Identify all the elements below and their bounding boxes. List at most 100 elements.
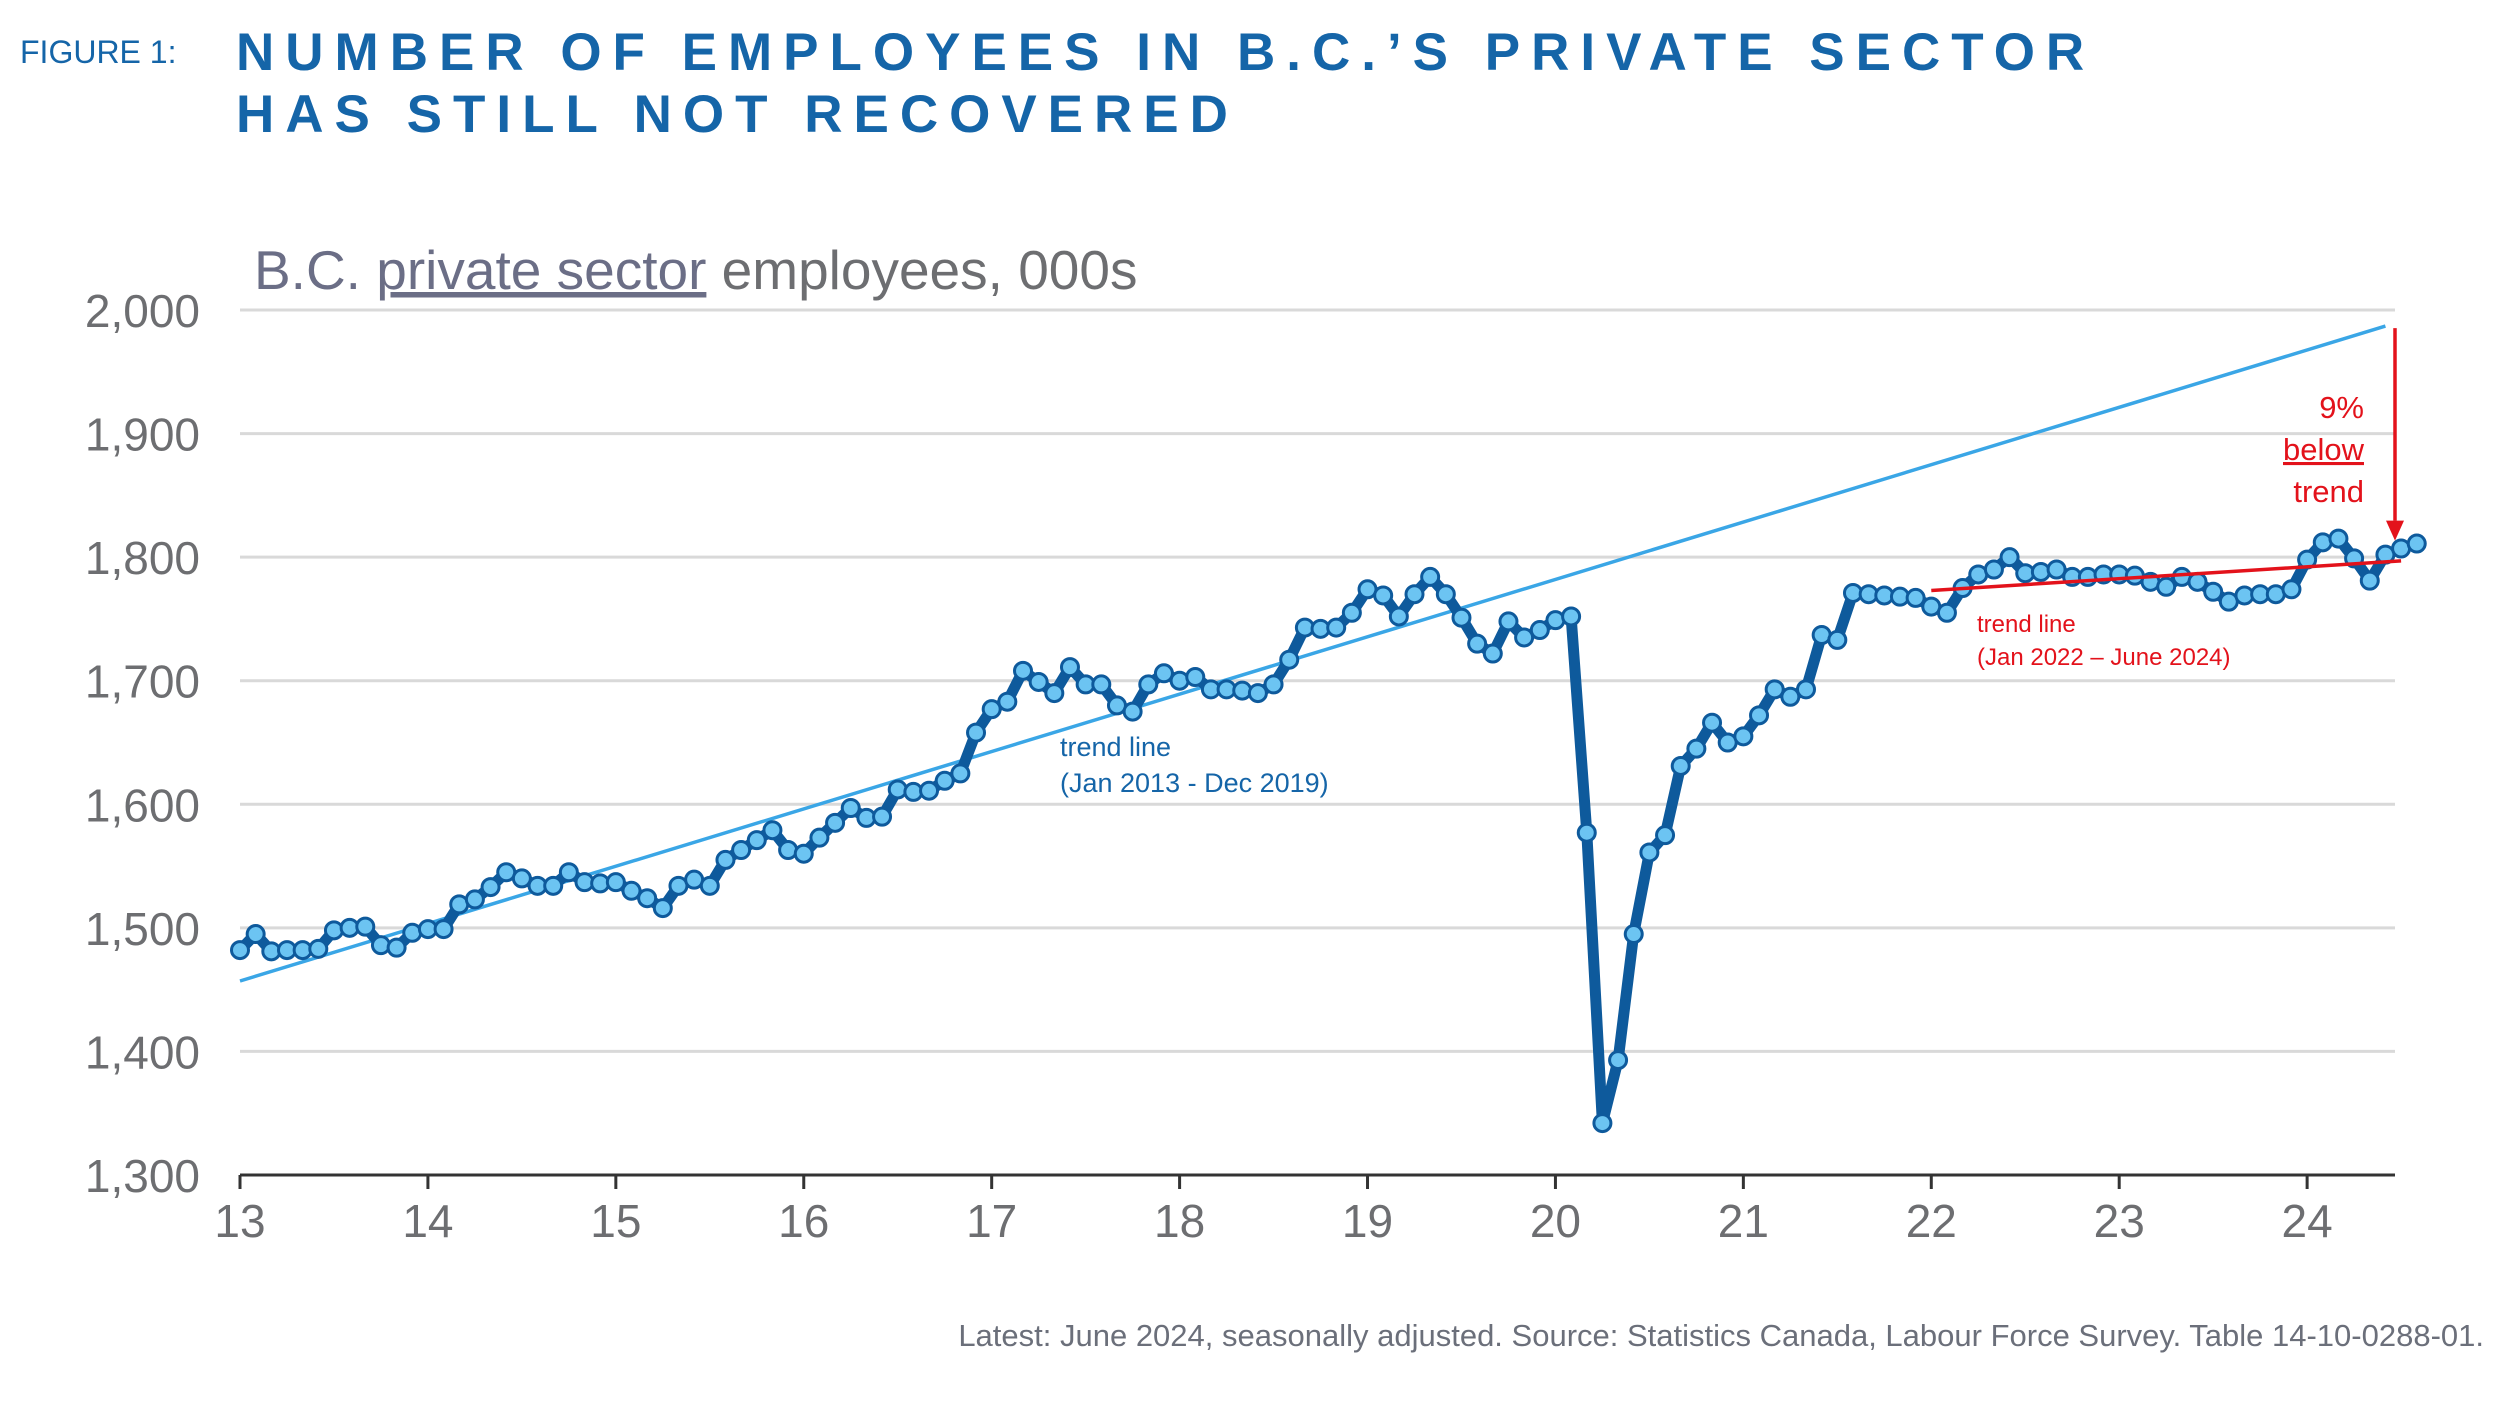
y-tick-label: 1,900	[85, 409, 200, 461]
data-point	[2187, 571, 2208, 592]
employee-series	[230, 528, 2427, 1134]
data-point	[652, 898, 673, 919]
data-point	[1059, 657, 1080, 678]
x-tick-label: 16	[778, 1195, 829, 1247]
data-point	[872, 806, 893, 827]
x-tick-label: 18	[1154, 1195, 1205, 1247]
data-point	[1232, 680, 1253, 701]
data-point	[230, 940, 250, 961]
data-point	[1796, 679, 1816, 700]
data-point	[480, 877, 501, 898]
data-point	[433, 919, 454, 940]
trend-line-recent	[1931, 559, 2402, 593]
x-tick-label: 24	[2282, 1195, 2333, 1247]
data-point	[699, 875, 720, 896]
data-point	[919, 780, 940, 801]
data-point	[1420, 566, 1441, 587]
data-point	[1608, 1050, 1629, 1071]
data-point	[966, 722, 987, 743]
data-point	[1576, 822, 1597, 843]
x-tick-label: 15	[590, 1195, 641, 1247]
data-point	[1263, 674, 1284, 695]
data-point	[1514, 627, 1535, 648]
data-point	[511, 868, 532, 889]
y-tick-label: 1,300	[85, 1150, 200, 1202]
data-point	[950, 763, 971, 784]
data-point	[1091, 674, 1112, 695]
data-point	[2359, 570, 2380, 591]
x-tick-label: 23	[2094, 1195, 2145, 1247]
y-tick-label: 1,700	[85, 656, 200, 708]
y-tick-label: 1,800	[85, 532, 200, 584]
data-point	[1279, 649, 1300, 670]
data-point	[1983, 559, 2004, 580]
data-point	[1936, 602, 1957, 623]
data-point	[2406, 533, 2427, 554]
data-point	[1702, 712, 1723, 733]
data-point	[1388, 606, 1409, 627]
data-point	[637, 888, 658, 909]
data-point	[1827, 629, 1848, 650]
trend-label-recent-range: (Jan 2022 – June 2024)	[1977, 644, 2231, 671]
y-tick-label: 1,600	[85, 779, 200, 831]
y-tick-label: 1,400	[85, 1026, 200, 1078]
data-point	[840, 797, 861, 818]
gap-arrow-head	[2386, 520, 2404, 541]
data-point	[1670, 755, 1691, 776]
data-point	[981, 699, 1002, 720]
data-point	[621, 880, 642, 901]
data-point	[825, 812, 846, 833]
data-point	[1326, 617, 1347, 638]
chart-subtitle: B.C. private sector employees, 000s	[254, 239, 1137, 301]
data-point	[1373, 585, 1394, 606]
data-point	[934, 770, 955, 791]
data-point	[1153, 663, 1174, 684]
trend-line-long	[239, 324, 2386, 983]
data-point	[809, 827, 830, 848]
trend-label-recent: trend line	[1977, 611, 2076, 638]
data-point	[2328, 528, 2349, 549]
data-point	[793, 843, 814, 864]
data-point	[1592, 1113, 1613, 1134]
data-point	[1467, 633, 1488, 654]
figure-label: FIGURE 1:	[20, 34, 177, 70]
annotations: 9% below trend	[2283, 328, 2404, 541]
x-tick-label: 22	[1906, 1195, 1957, 1247]
footer-source: Latest: June 2024, seasonally adjusted. …	[958, 1318, 2484, 1353]
data-point	[1905, 587, 1926, 608]
x-tick-label: 17	[966, 1195, 1017, 1247]
data-point	[605, 872, 626, 893]
data-point	[558, 862, 579, 883]
data-point	[1185, 667, 1206, 688]
gap-label-percent: 9%	[2319, 390, 2364, 425]
data-point	[1733, 726, 1754, 747]
gap-label-below: below	[2283, 432, 2365, 467]
data-point	[1044, 683, 1065, 704]
subtitle-prefix: B.C.	[254, 239, 361, 301]
data-point	[887, 779, 908, 800]
data-point	[762, 820, 783, 841]
data-point	[1623, 924, 1644, 945]
data-point	[731, 840, 752, 861]
data-point	[1639, 842, 1660, 863]
data-point	[543, 875, 564, 896]
data-point	[1498, 611, 1519, 632]
data-point	[2156, 576, 2177, 597]
x-tick-label: 14	[402, 1195, 453, 1247]
data-point	[2203, 581, 2224, 602]
data-point	[1749, 705, 1770, 726]
x-tick-label: 19	[1342, 1195, 1393, 1247]
figure-title: NUMBER OF EMPLOYEES IN B.C.’S PRIVATE SE…	[236, 23, 2096, 144]
data-point	[1999, 547, 2020, 568]
data-point	[1028, 671, 1049, 692]
y-tick-label: 2,000	[85, 285, 200, 337]
trend-label-long-range: (Jan 2013 - Dec 2019)	[1060, 768, 1329, 798]
data-point	[2030, 561, 2051, 582]
data-point	[1247, 683, 1268, 704]
data-point	[1529, 620, 1550, 641]
subtitle-suffix: employees, 000s	[722, 239, 1138, 301]
data-point	[245, 924, 266, 945]
subtitle-underlined: private sector	[376, 239, 706, 301]
x-tick-label: 21	[1718, 1195, 1769, 1247]
